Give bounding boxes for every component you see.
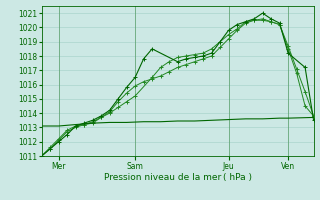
- X-axis label: Pression niveau de la mer ( hPa ): Pression niveau de la mer ( hPa ): [104, 173, 252, 182]
